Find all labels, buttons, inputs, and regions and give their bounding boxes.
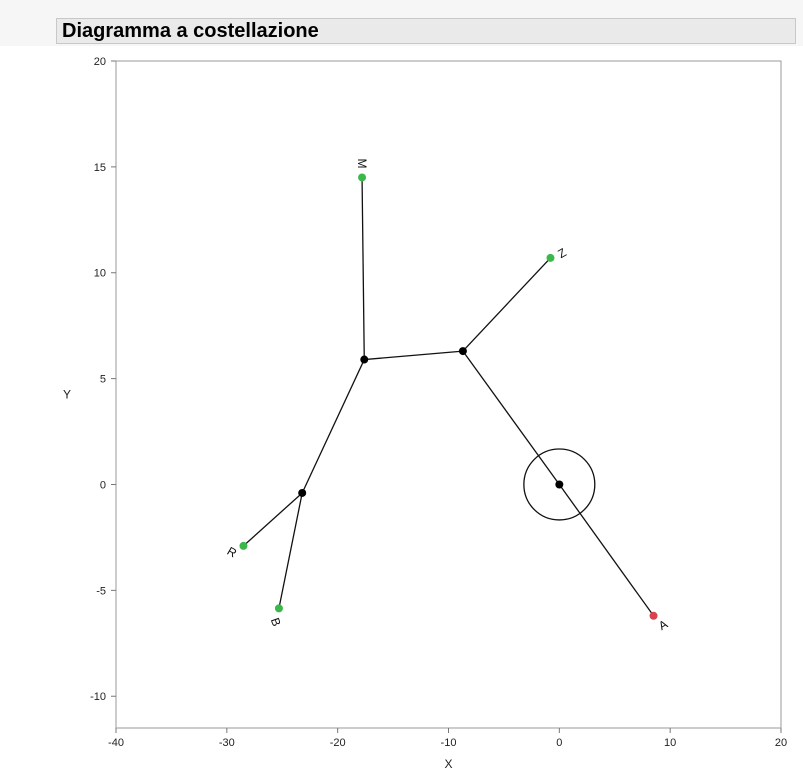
constellation-edge [301,359,365,494]
report-title: Diagramma a costellazione [62,20,319,42]
constellation-edge [364,350,463,361]
y-axis-title: Y [63,388,71,402]
y-tick-label: 0 [100,479,106,491]
x-tick-label: 20 [775,737,787,749]
internal-node[interactable] [360,355,369,364]
leaf-point-z[interactable] [546,253,555,262]
y-tick-label: 10 [94,268,106,280]
constellation-edge [278,492,303,609]
root-marker-circle [523,448,596,521]
report-title-bar[interactable]: Diagramma a costellazione [56,18,796,44]
x-tick-label: -20 [330,737,346,749]
y-tick-label: 5 [100,374,106,386]
plot-area: -40 -30 -20 -10 0 10 20 -10 -5 0 5 10 15 20 X Y M Z R B A [0,46,803,775]
leaf-point-a[interactable] [649,611,658,620]
y-tick-label: 20 [94,56,106,68]
x-tick-label: -10 [441,737,457,749]
x-tick-label: -30 [219,737,235,749]
leaf-point-b[interactable] [274,604,283,613]
internal-node[interactable] [555,480,564,489]
constellation-edge [462,350,560,485]
plot-frame [115,60,782,729]
constellation-edge [462,257,551,352]
y-tick-label: -5 [96,585,106,597]
leaf-point-m[interactable] [358,173,367,182]
leaf-label: M [355,158,369,168]
x-tick-label: 10 [664,737,676,749]
internal-node[interactable] [458,347,467,356]
constellation-edge [361,177,365,360]
constellation-edge [558,484,655,617]
x-tick-label: -40 [108,737,124,749]
internal-node[interactable] [298,488,307,497]
leaf-point-r[interactable] [239,541,248,550]
x-tick-label: 0 [556,737,562,749]
x-axis-title: X [444,757,452,771]
constellation-edge [243,492,303,547]
y-tick-label: -10 [90,691,106,703]
y-tick-label: 15 [94,162,106,174]
